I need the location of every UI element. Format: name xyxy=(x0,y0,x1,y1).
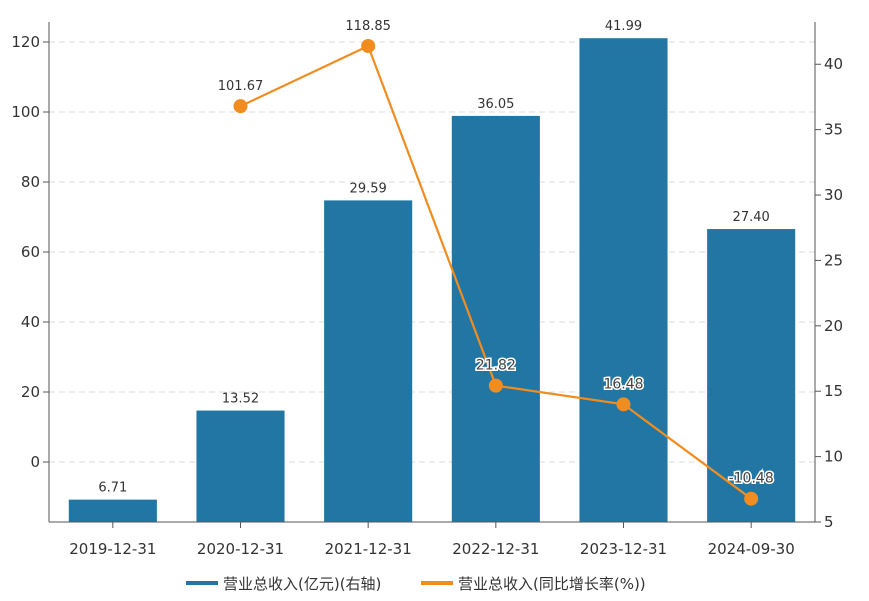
right-tick-label: 25 xyxy=(824,251,843,269)
bar-data-label: 41.99 xyxy=(605,19,642,34)
line-point xyxy=(488,378,503,393)
left-tick-label: 80 xyxy=(21,173,40,191)
line-point xyxy=(616,397,631,412)
line-point xyxy=(361,39,376,54)
line-data-label: 21.82 xyxy=(476,358,516,374)
bar xyxy=(324,200,413,523)
right-tick-label: 30 xyxy=(824,186,843,204)
line-data-label: -10.48 xyxy=(729,471,774,487)
right-tick-label: 40 xyxy=(824,55,843,73)
left-tick-label: 100 xyxy=(11,103,40,121)
x-tick-label: 2020-12-31 xyxy=(197,540,284,558)
axes: 0 20 40 60 80 100 120 5 10 15 20 25 30 35 40 2019-12-31… xyxy=(11,22,843,558)
legend[interactable]: 营业总收入(亿元)(右轴) 营业总收入(同比增长率(%)) xyxy=(186,575,646,593)
bar xyxy=(579,38,668,523)
line-data-label: 118.85 xyxy=(345,19,391,34)
bar-data-label: 36.05 xyxy=(477,97,514,112)
x-tick-label: 2022-12-31 xyxy=(452,540,539,558)
data-labels: 6.71 13.52 29.59 36.05 41.99 27.40 101.67 118.8… xyxy=(98,19,775,496)
left-tick-label: 20 xyxy=(21,383,40,401)
bar xyxy=(451,115,540,523)
x-tick-label: 2021-12-31 xyxy=(325,540,412,558)
line-data-label: 101.67 xyxy=(218,79,264,94)
line-series xyxy=(233,39,759,506)
x-tick-label: 2024-09-30 xyxy=(708,540,795,558)
bar-data-label: 27.40 xyxy=(733,210,770,225)
bar-data-label: 29.59 xyxy=(350,181,387,196)
line-data-label: 16.48 xyxy=(603,376,643,392)
bar-data-label: 6.71 xyxy=(98,481,127,496)
right-tick-label: 35 xyxy=(824,121,843,139)
right-tick-label: 5 xyxy=(824,513,834,531)
x-tick-label: 2023-12-31 xyxy=(580,540,667,558)
gridlines xyxy=(49,41,815,463)
bar-series xyxy=(68,38,796,523)
bar xyxy=(196,410,285,522)
left-tick-label: 40 xyxy=(21,313,40,331)
legend-label-line: 营业总收入(同比增长率(%)) xyxy=(458,575,646,593)
left-tick-label: 60 xyxy=(21,243,40,261)
bar xyxy=(707,229,796,522)
right-tick-label: 15 xyxy=(824,382,843,400)
right-tick-label: 20 xyxy=(824,317,843,335)
right-tick-label: 10 xyxy=(824,448,843,466)
x-tick-label: 2019-12-31 xyxy=(69,540,156,558)
bar xyxy=(68,499,157,522)
line-point xyxy=(744,491,759,506)
bar-data-label: 13.52 xyxy=(222,392,259,407)
left-tick-label: 120 xyxy=(11,33,40,51)
left-tick-label: 0 xyxy=(30,453,40,471)
legend-label-bar: 营业总收入(亿元)(右轴) xyxy=(223,575,381,593)
line-point xyxy=(233,99,248,114)
